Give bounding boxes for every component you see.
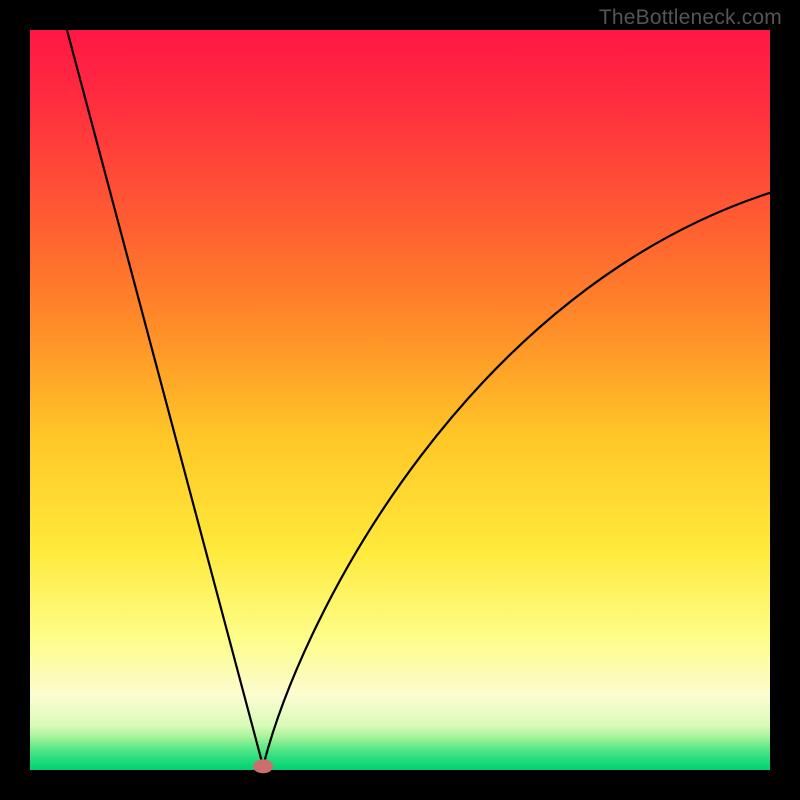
watermark-text: TheBottleneck.com [599,6,782,30]
plot-area [30,30,770,770]
chart-svg [0,0,800,800]
optimal-point-marker [253,759,273,773]
chart-container: TheBottleneck.com [0,0,800,800]
